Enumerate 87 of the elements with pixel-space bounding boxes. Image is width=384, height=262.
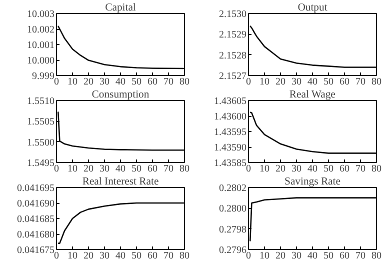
y-tick-label: 0.2800 (219, 204, 246, 215)
y-tick-label: 1.43585 (214, 158, 246, 169)
x-tick-label: 40 (116, 76, 126, 88)
x-tick-label: 50 (132, 164, 142, 174)
x-tick-label: 60 (340, 164, 350, 174)
x-tick-label: 50 (324, 76, 334, 88)
chart-title: Real Interest Rate (82, 176, 159, 188)
x-tick-label: 20 (84, 250, 94, 262)
y-tick-label: 0.041695 (17, 183, 54, 194)
y-tick-label: 2.1530 (219, 9, 246, 20)
x-tick-label: 70 (356, 250, 366, 262)
x-tick-label: 40 (116, 250, 126, 262)
chart-title: Capital (105, 2, 136, 14)
x-tick-label: 30 (292, 250, 302, 262)
x-tick-label: 30 (100, 76, 110, 88)
x-tick-label: 10 (260, 76, 270, 88)
x-tick-label: 40 (308, 76, 318, 88)
x-tick-label: 30 (292, 164, 302, 174)
x-tick-label: 10 (68, 164, 78, 174)
y-tick-label: 0.2798 (219, 224, 246, 236)
x-tick-label: 0 (246, 164, 251, 174)
y-tick-label: 1.5505 (27, 116, 54, 128)
x-tick-label: 10 (260, 164, 270, 174)
chart-title: Consumption (92, 90, 150, 100)
chart-title: Real Wage (289, 90, 336, 100)
x-tick-label: 60 (340, 76, 350, 88)
y-tick-label: 0.041690 (17, 198, 54, 210)
x-tick-label: 70 (164, 164, 174, 174)
y-tick-label: 2.1529 (219, 30, 246, 41)
x-tick-label: 80 (372, 250, 382, 262)
x-tick-label: 60 (148, 164, 158, 174)
x-tick-label: 60 (148, 250, 158, 262)
x-tick-label: 20 (276, 164, 286, 174)
y-tick-label: 1.5510 (27, 96, 54, 107)
x-tick-label: 0 (246, 250, 251, 262)
y-tick-label: 1.5500 (27, 137, 54, 148)
x-tick-label: 80 (372, 76, 382, 88)
x-tick-label: 80 (180, 250, 190, 262)
x-tick-label: 10 (260, 250, 270, 262)
x-tick-label: 80 (180, 164, 190, 174)
x-tick-label: 20 (276, 250, 286, 262)
y-tick-label: 1.43595 (214, 127, 246, 138)
x-tick-label: 80 (180, 76, 190, 88)
x-tick-label: 20 (84, 76, 94, 88)
y-tick-label: 1.5495 (27, 158, 54, 169)
x-tick-label: 60 (148, 76, 158, 88)
y-tick-label: 1.43590 (214, 142, 246, 154)
y-tick-label: 10.000 (27, 56, 54, 66)
y-tick-label: 0.041685 (17, 214, 54, 225)
x-tick-label: 80 (372, 164, 382, 174)
y-tick-label: 2.1528 (219, 50, 246, 62)
y-tick-label: 10.001 (27, 40, 54, 51)
x-tick-label: 0 (54, 164, 59, 174)
x-tick-label: 10 (68, 250, 78, 262)
x-tick-label: 0 (246, 76, 251, 88)
x-tick-label: 40 (308, 164, 318, 174)
y-tick-label: 1.43600 (214, 112, 246, 122)
x-tick-label: 50 (324, 250, 334, 262)
x-tick-label: 50 (132, 76, 142, 88)
x-tick-label: 60 (340, 250, 350, 262)
x-tick-label: 50 (324, 164, 334, 174)
x-tick-label: 40 (116, 164, 126, 174)
x-tick-label: 30 (292, 76, 302, 88)
x-tick-label: 0 (54, 250, 59, 262)
x-tick-label: 30 (100, 164, 110, 174)
x-tick-label: 70 (356, 76, 366, 88)
x-tick-label: 70 (164, 250, 174, 262)
x-tick-label: 20 (276, 76, 286, 88)
chart-title: Savings Rate (284, 176, 341, 188)
y-tick-label: 0.2796 (219, 245, 246, 256)
y-tick-label: 9.999 (32, 71, 54, 82)
x-tick-label: 70 (164, 76, 174, 88)
y-tick-label: 2.1527 (219, 71, 246, 82)
chart-title: Output (298, 2, 328, 14)
x-tick-label: 10 (68, 76, 78, 88)
y-tick-label: 10.003 (27, 9, 54, 20)
y-tick-label: 0.041675 (17, 245, 54, 256)
x-tick-label: 70 (356, 164, 366, 174)
x-tick-label: 20 (84, 164, 94, 174)
y-tick-label: 0.2802 (219, 183, 246, 194)
y-tick-label: 10.002 (27, 24, 54, 36)
x-tick-label: 0 (54, 76, 59, 88)
x-tick-label: 30 (100, 250, 110, 262)
y-tick-label: 0.041680 (17, 230, 54, 240)
x-tick-label: 40 (308, 250, 318, 262)
x-tick-label: 50 (132, 250, 142, 262)
y-tick-label: 1.43605 (214, 96, 246, 107)
